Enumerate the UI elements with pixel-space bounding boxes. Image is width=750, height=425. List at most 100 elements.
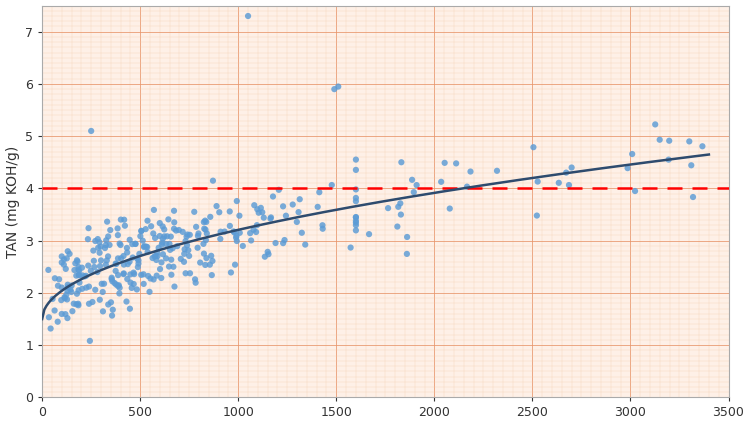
Point [166,245,178,252]
Point [395,211,407,218]
Point [199,217,211,224]
Point [190,279,202,286]
Point [214,228,226,235]
Point [156,239,168,246]
Point [133,260,145,267]
Point [157,223,169,230]
Point [145,275,157,282]
Point [248,202,260,209]
Point [134,250,146,257]
Point [110,260,122,267]
Point [146,223,158,230]
Point [143,289,155,295]
Point [146,255,158,261]
Point [112,283,124,289]
Point [200,261,211,268]
Point [197,241,209,247]
Point [312,204,324,210]
Point [97,289,109,295]
Point [102,233,114,240]
Point [350,156,362,163]
Point [173,227,185,233]
Point [61,296,73,303]
Point [87,247,99,254]
Point [53,276,65,283]
Point [165,233,177,240]
Point [95,257,107,264]
Point [102,301,114,308]
Point [200,237,212,244]
Point [152,249,164,256]
Point [244,230,256,237]
Point [62,248,74,255]
Point [157,251,169,258]
Y-axis label: TAN (mg KOH/g): TAN (mg KOH/g) [5,145,20,258]
Point [253,210,265,216]
Point [118,261,130,268]
Point [80,284,92,291]
Point [177,229,189,235]
Point [56,259,68,266]
Point [140,243,152,250]
Point [56,297,68,303]
Point [697,143,709,150]
Point [206,272,218,278]
Point [135,228,147,235]
Point [137,271,149,278]
Point [86,128,98,134]
Point [122,261,134,267]
Point [163,216,175,223]
Point [213,209,225,215]
Point [461,183,473,190]
Point [118,216,130,223]
Point [491,167,503,174]
Point [328,86,340,93]
Point [110,261,122,267]
Point [201,230,213,237]
Point [94,243,106,250]
Point [155,275,167,281]
Point [138,243,150,249]
Point [142,249,154,255]
Point [152,253,164,260]
Point [128,280,140,287]
Point [76,272,88,279]
Point [61,255,73,262]
Point [73,266,85,273]
Point [192,232,204,239]
Point [184,231,196,238]
Point [411,182,423,189]
Point [464,168,476,175]
Point [110,267,122,274]
Point [179,270,191,277]
Point [115,241,127,248]
Point [182,247,194,254]
Point [138,280,150,287]
Point [350,214,362,221]
Point [100,257,112,264]
Point [49,275,61,282]
Point [121,244,133,251]
Point [154,266,166,272]
Point [531,212,543,219]
Point [52,318,64,325]
Point [155,259,167,266]
Point [204,261,216,268]
Point [112,272,124,278]
Point [64,250,76,257]
Point [73,302,85,309]
Point [160,241,172,247]
Point [394,200,406,207]
Point [85,267,97,274]
Point [128,271,140,278]
Point [100,242,112,249]
Point [83,300,95,307]
Point [101,218,113,225]
Point [89,238,101,244]
Point [250,229,262,235]
Point [228,229,240,236]
Point [294,196,306,203]
Point [395,159,407,166]
Point [59,311,71,317]
Point [94,263,106,269]
